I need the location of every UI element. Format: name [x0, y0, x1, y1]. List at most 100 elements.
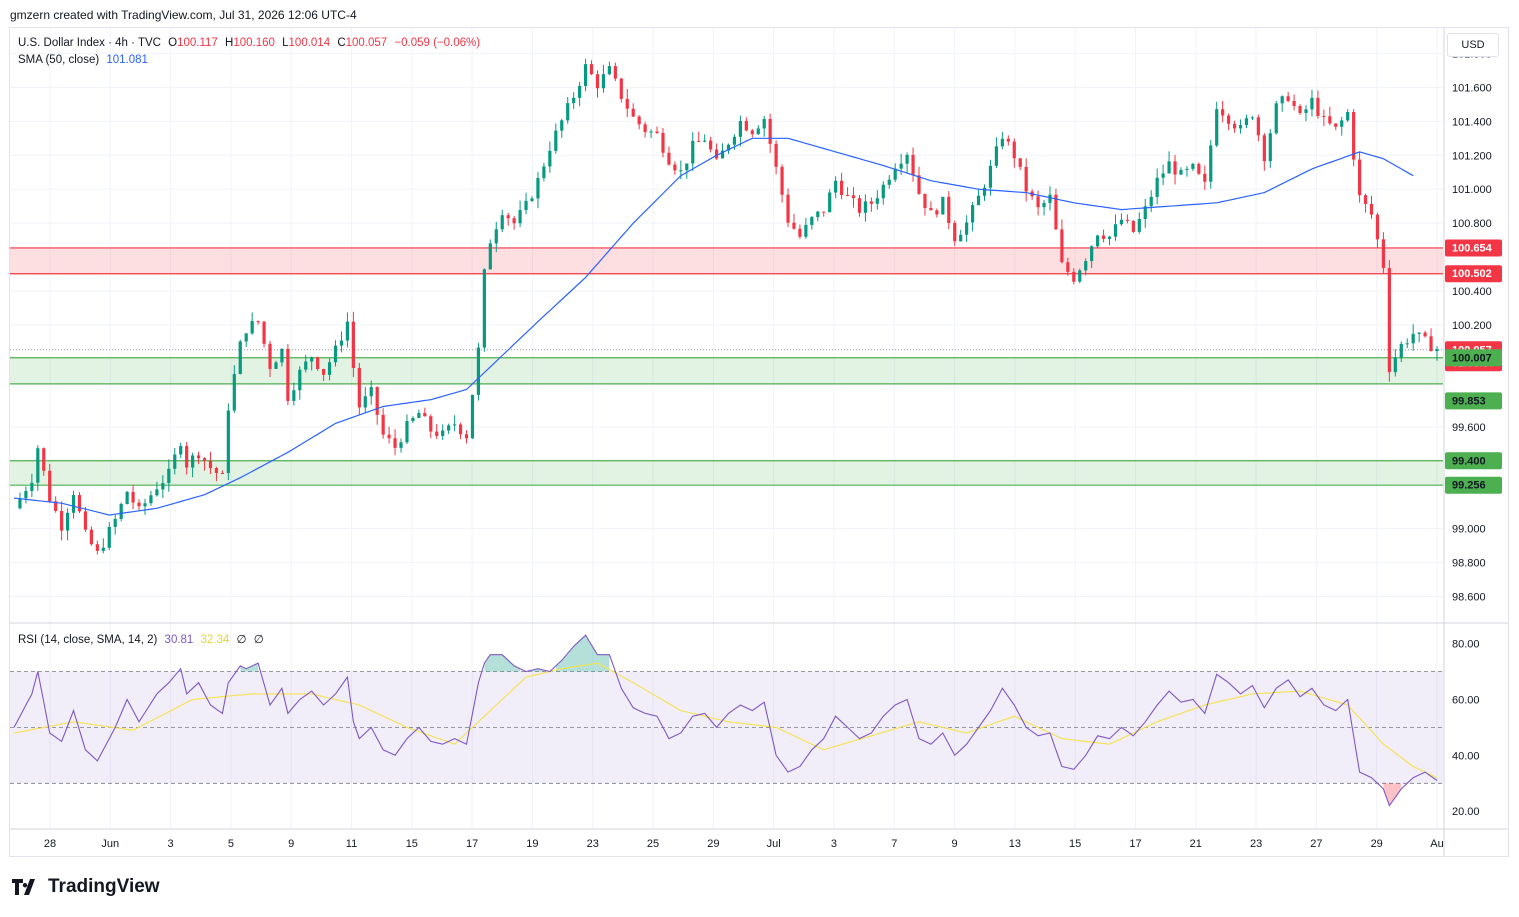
candle-body [435, 431, 439, 436]
price-tags: 100.654100.502100.05702:53:37100.00799.8… [1445, 239, 1502, 494]
candle-body [232, 374, 236, 411]
candle-body [1381, 239, 1386, 269]
legend-high-label: H [225, 37, 234, 49]
candle-body [143, 503, 147, 507]
candle-body [48, 470, 52, 502]
candle-body [947, 196, 951, 224]
candle-body [411, 417, 415, 422]
candle-body [1322, 115, 1326, 117]
candle-body [1304, 109, 1308, 113]
chart-credit: gmzern created with TradingView.com, Jul… [10, 8, 357, 22]
candle-body [262, 321, 266, 344]
rsi-axis-label: 80.00 [1452, 639, 1480, 651]
candle-body [923, 193, 927, 209]
candle-body [607, 66, 611, 75]
candle-body [744, 120, 748, 131]
candle-body [173, 454, 177, 469]
candle-body [1137, 218, 1141, 232]
time-axis-label: 17 [1129, 838, 1141, 850]
candle-body [1042, 202, 1046, 208]
candle-body [417, 412, 421, 418]
candle-body [1024, 166, 1028, 192]
price-axis-label: 101.000 [1452, 184, 1492, 196]
candle-body [65, 512, 70, 531]
candle-body [1328, 116, 1332, 124]
candle-body [1101, 235, 1106, 240]
candle-body [89, 529, 94, 545]
legend-high: 100.160 [233, 37, 275, 49]
candle-body [304, 361, 308, 370]
candle-body [238, 341, 242, 375]
candle-body [452, 424, 457, 426]
candle-body [226, 410, 230, 474]
rsi-legend-label[interactable]: RSI (14, close, SMA, 14, 2) [18, 634, 158, 646]
candle-body [316, 357, 320, 369]
candle-body [1274, 103, 1278, 134]
sma-line [13, 137, 1414, 516]
candle-body [292, 390, 296, 401]
candle-body [1096, 235, 1100, 247]
price-tag-support [1445, 349, 1502, 367]
candle-body [756, 128, 760, 135]
time-axis-label: 7 [891, 838, 897, 850]
candle-body [369, 387, 373, 397]
tradingview-logo-icon [12, 879, 35, 895]
candle-body [244, 333, 248, 342]
candle-body [1167, 161, 1171, 174]
price-axis-label: 101.200 [1452, 150, 1492, 162]
candle-body [101, 547, 105, 551]
candle-body [1244, 118, 1249, 126]
candle-body [1393, 357, 1397, 373]
sma-legend-label[interactable]: SMA (50, close) [18, 54, 100, 66]
price-axis-label: 99.000 [1452, 524, 1486, 536]
candle-body [1000, 138, 1004, 147]
candle-body [786, 194, 790, 223]
candle-body [1221, 109, 1225, 116]
candle-body [631, 108, 635, 117]
candle-body [863, 201, 868, 213]
candle-body [1232, 123, 1237, 129]
candle-body [107, 526, 111, 548]
candle-body [804, 224, 808, 237]
candle-body [1078, 270, 1082, 282]
candle-body [1286, 96, 1290, 102]
rsi-axis-label: 60.00 [1452, 694, 1480, 706]
candle-body [1185, 168, 1189, 170]
candle-body [167, 468, 171, 484]
candle-body [83, 511, 88, 530]
candle-body [24, 490, 28, 499]
legend-symbol[interactable]: U.S. Dollar Index · 4h · TVC [18, 37, 161, 49]
candle-body [1090, 246, 1094, 262]
candle-body [697, 140, 701, 142]
candle-body [881, 184, 885, 199]
candle-body [363, 396, 367, 408]
candle-body [95, 544, 99, 551]
price-tag-text: 100.502 [1452, 268, 1492, 280]
rsi-legend-na-2: ∅ [253, 634, 264, 646]
support-zone [10, 460, 1443, 486]
candle-body [828, 192, 832, 213]
candle-body [548, 150, 552, 167]
time-axis-label: 17 [466, 838, 478, 850]
candle-body [1411, 333, 1415, 344]
candle-body [1316, 97, 1320, 116]
price-axis-label: 101.600 [1452, 82, 1492, 94]
sr-zones [10, 247, 1443, 486]
candle-body [625, 98, 629, 109]
currency-button[interactable]: USD [1447, 33, 1499, 57]
candle-body [1227, 115, 1231, 124]
candle-body [976, 195, 981, 206]
time-axis-label: 5 [228, 838, 234, 850]
candle-body [560, 120, 564, 131]
price-axis-label: 100.200 [1452, 320, 1492, 332]
candle-body [583, 64, 588, 86]
time-axis-label: 3 [831, 838, 837, 850]
legend-open-label: O [168, 37, 178, 49]
candle-body [280, 348, 284, 363]
price-tag-support [1445, 392, 1502, 410]
price-tag-text: 100.007 [1452, 352, 1492, 364]
legend-low: 100.014 [288, 37, 331, 49]
candle-body [458, 424, 463, 435]
candle-body [339, 340, 344, 346]
